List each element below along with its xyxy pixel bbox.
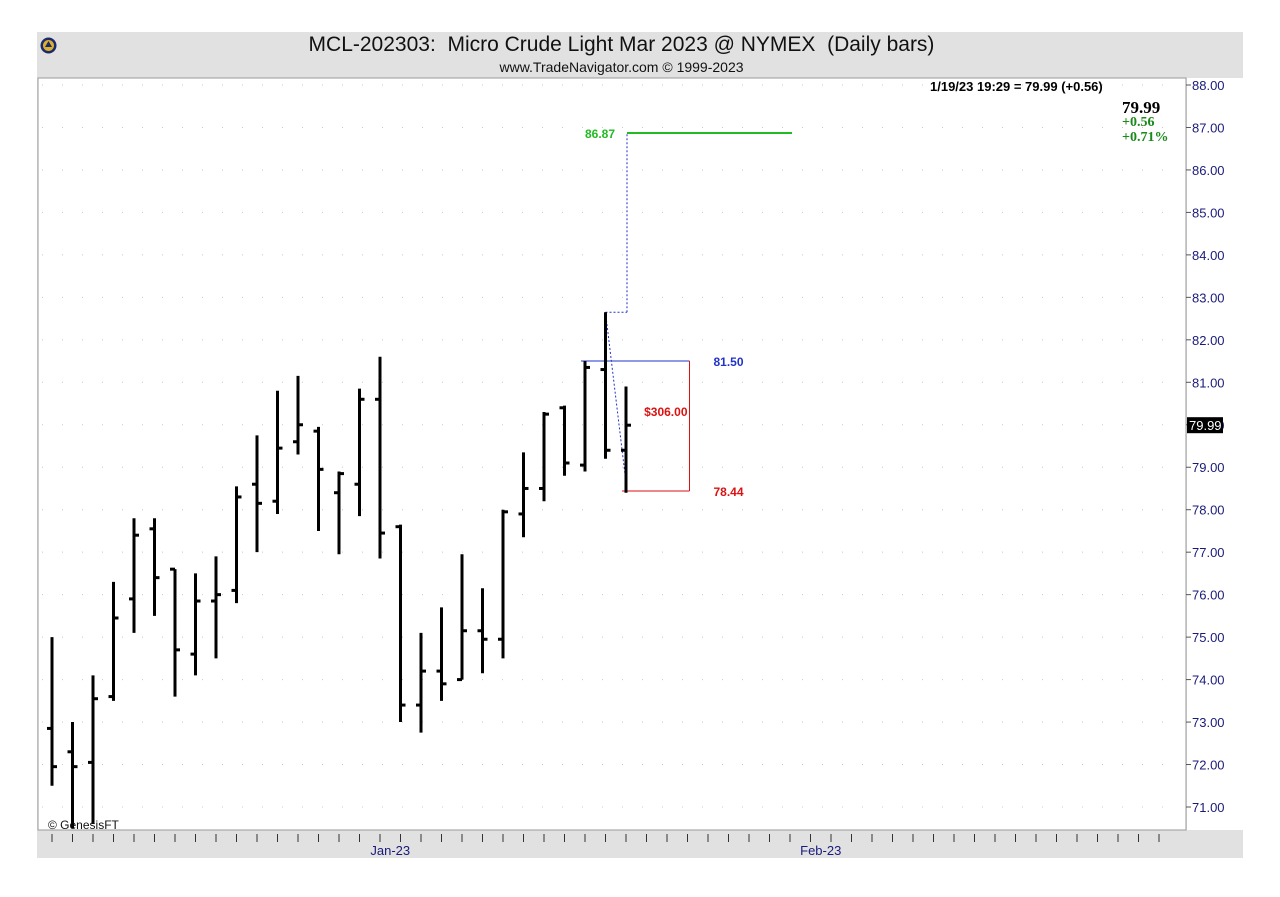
- date-label: Jan-23: [370, 843, 410, 858]
- ohlc-bar: [149, 518, 160, 616]
- plot-area: [37, 77, 1187, 831]
- tradenavigator-logo-icon[interactable]: [40, 37, 57, 54]
- price-tick-label: 85.00: [1192, 205, 1225, 220]
- ohlc-bar: [457, 554, 467, 682]
- ohlc-bar: [170, 567, 180, 697]
- price-chart[interactable]: 88.00 87.00 86.00 85.00 84.00 83.00 82.00 81.00…: [0, 0, 1243, 860]
- chart-subtitle: www.TradeNavigator.com © 1999-2023: [499, 59, 744, 75]
- target-price-label: 86.87: [585, 127, 615, 141]
- chart-title: MCL-202303: Micro Crude Light Mar 2023 @…: [308, 33, 935, 56]
- price-tick-label: 78.00: [1192, 503, 1225, 518]
- price-tick-label: 87.00: [1192, 120, 1225, 135]
- last-price-tag: 79.99: [1187, 417, 1223, 434]
- ohlc-bar: [211, 556, 221, 659]
- date-label: Feb-23: [800, 843, 841, 858]
- ohlc-bar: [498, 509, 508, 659]
- price-tick-label: 75.00: [1192, 630, 1225, 645]
- price-tick-label: 81.00: [1192, 375, 1225, 390]
- last-price-tag-label: 79.99: [1189, 418, 1222, 433]
- ohlc-bar: [313, 426, 324, 531]
- price-tick-label: 76.00: [1192, 588, 1225, 603]
- price-tick-label: 83.00: [1192, 290, 1225, 305]
- ohlc-bar: [272, 390, 283, 514]
- quote-summary: 79.99 +0.56 +0.71%: [1122, 98, 1169, 145]
- ohlc-bar: [67, 722, 78, 829]
- ohlc-bar: [395, 524, 406, 723]
- ohlc-bar: [231, 486, 242, 604]
- ohlc-bar: [293, 375, 303, 455]
- ohlc-bar: [580, 361, 590, 472]
- entry-price-label: 81.50: [714, 355, 744, 369]
- date-axis: Jan-23 Feb-23: [51, 834, 1160, 858]
- price-tick-label: 74.00: [1192, 673, 1225, 688]
- ohlc-bar: [600, 312, 611, 459]
- ohlc-bar: [559, 405, 570, 476]
- ohlc-bar: [108, 581, 119, 701]
- quote-last: 79.99: [1122, 98, 1161, 117]
- ohlc-bar: [334, 471, 344, 555]
- price-tick-label: 73.00: [1192, 715, 1225, 730]
- ohlc-bar: [416, 632, 426, 733]
- price-axis-area: [1187, 78, 1243, 830]
- ohlc-bar: [190, 573, 201, 676]
- price-tick-label: 79.00: [1192, 460, 1225, 475]
- ohlc-bars: [47, 312, 631, 829]
- price-axis: 88.00 87.00 86.00 85.00 84.00 83.00 82.00 81.00…: [1186, 78, 1225, 815]
- ohlc-bar: [477, 588, 488, 674]
- ohlc-bar: [47, 637, 57, 786]
- ohlc-bar: [88, 675, 98, 824]
- ohlc-bar: [518, 452, 529, 538]
- price-tick-label: 77.00: [1192, 545, 1225, 560]
- ohlc-bar: [621, 386, 631, 493]
- annotations: 86.87 81.50 78.44 $306.00: [581, 127, 792, 499]
- risk-amount-label: $306.00: [644, 405, 688, 419]
- quote-timestamp-line: 1/19/23 19:29 = 79.99 (+0.56): [930, 79, 1103, 94]
- quote-change: +0.56: [1122, 115, 1155, 130]
- ohlc-bar: [375, 356, 385, 559]
- ohlc-bar: [354, 388, 365, 517]
- ohlc-bar: [436, 607, 447, 701]
- stop-price-label: 78.44: [714, 485, 744, 499]
- ohlc-bar: [252, 435, 262, 553]
- copyright-text: © GenesisFT: [48, 818, 119, 832]
- price-tick-label: 71.00: [1192, 800, 1225, 815]
- ohlc-bar: [539, 412, 549, 502]
- price-tick-label: 86.00: [1192, 163, 1225, 178]
- price-tick-label: 88.00: [1192, 78, 1225, 93]
- price-tick-label: 82.00: [1192, 333, 1225, 348]
- quote-percent: +0.71%: [1122, 130, 1169, 145]
- ohlc-bar: [129, 518, 139, 633]
- price-tick-label: 84.00: [1192, 248, 1225, 263]
- last-price-tag-bg: [1187, 417, 1223, 434]
- price-tick-label: 72.00: [1192, 758, 1225, 773]
